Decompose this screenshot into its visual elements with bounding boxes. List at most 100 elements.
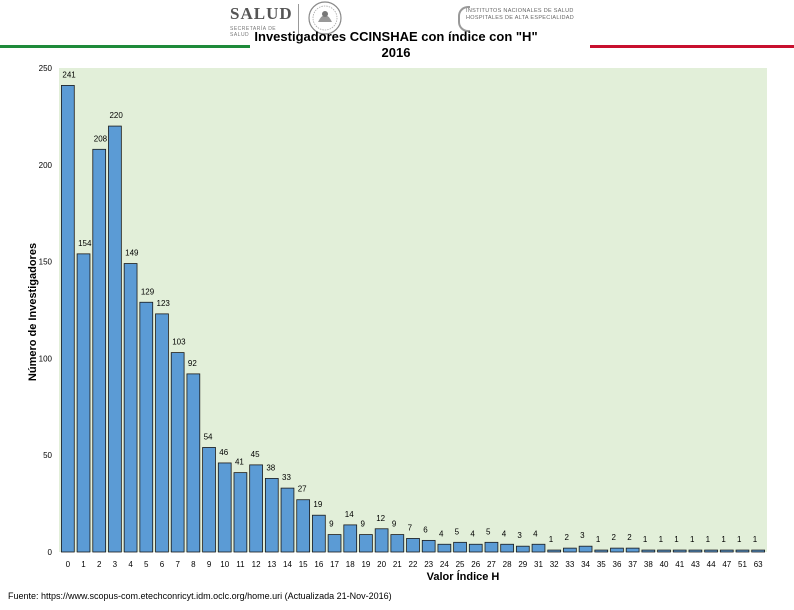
bar — [108, 125, 122, 553]
x-tick-label: 14 — [283, 560, 292, 569]
bar — [61, 85, 75, 553]
x-tick-label: 27 — [487, 560, 496, 569]
bar-value-label: 220 — [109, 111, 123, 120]
bar — [610, 547, 624, 553]
bar-value-label: 2 — [627, 533, 632, 542]
bar-value-label: 4 — [470, 529, 475, 538]
bar-value-label: 154 — [78, 239, 92, 248]
bar — [217, 462, 232, 553]
bar — [374, 528, 389, 553]
bar — [343, 524, 358, 553]
bar — [688, 549, 703, 553]
bar — [547, 549, 562, 553]
bar-value-label: 3 — [517, 531, 522, 540]
bar — [233, 472, 248, 553]
x-tick-label: 26 — [471, 560, 480, 569]
bar-value-label: 123 — [157, 299, 171, 308]
bar-value-label: 129 — [141, 287, 155, 296]
bar-value-label: 1 — [674, 535, 679, 544]
bar-value-label: 54 — [204, 432, 213, 441]
y-tick-label: 150 — [39, 258, 53, 267]
bar-value-label: 1 — [706, 535, 711, 544]
y-axis-label: Número de Investigadores — [27, 243, 39, 381]
x-tick-label: 10 — [220, 560, 229, 569]
bar — [186, 373, 201, 553]
x-tick-label: 33 — [565, 560, 574, 569]
bar — [390, 534, 405, 553]
x-tick-label: 32 — [550, 560, 559, 569]
bar — [249, 464, 263, 553]
x-tick-label: 40 — [660, 560, 669, 569]
y-tick-label: 200 — [39, 161, 53, 170]
bar-value-label: 4 — [502, 529, 507, 538]
x-tick-label: 24 — [440, 560, 449, 569]
bar — [202, 447, 216, 553]
bar-value-label: 3 — [580, 531, 585, 540]
bar — [359, 534, 373, 553]
x-tick-label: 34 — [581, 560, 590, 569]
x-tick-label: 51 — [738, 560, 747, 569]
bar-value-label: 1 — [596, 535, 601, 544]
bar-value-label: 1 — [753, 535, 758, 544]
salud-logo: SALUD SECRETARÍA DE SALUD — [222, 4, 297, 38]
chart-title-line-2: 2016 — [381, 45, 411, 60]
x-tick-label: 16 — [314, 560, 323, 569]
bar — [641, 549, 656, 553]
x-tick-label: 37 — [628, 560, 637, 569]
y-tick-label: 250 — [39, 64, 53, 73]
bar-value-label: 241 — [62, 70, 76, 79]
bar — [155, 313, 169, 553]
x-tick-label: 6 — [160, 560, 165, 569]
x-tick-label: 44 — [707, 560, 716, 569]
x-tick-label: 3 — [113, 560, 118, 569]
bar-value-label: 1 — [721, 535, 726, 544]
bar-value-label: 41 — [235, 458, 244, 467]
x-tick-label: 9 — [207, 560, 212, 569]
x-tick-label: 38 — [644, 560, 653, 569]
bar-value-label: 38 — [266, 463, 275, 472]
bar — [296, 499, 311, 553]
x-tick-label: 20 — [377, 560, 386, 569]
y-tick-label: 50 — [43, 451, 52, 460]
x-tick-label: 7 — [175, 560, 180, 569]
bar-value-label: 45 — [251, 450, 260, 459]
bar — [139, 301, 154, 553]
bar-value-label: 4 — [439, 529, 444, 538]
x-tick-label: 18 — [346, 560, 355, 569]
stripe-red — [590, 45, 794, 48]
x-tick-label: 28 — [503, 560, 512, 569]
x-tick-label: 5 — [144, 560, 149, 569]
bar-value-label: 1 — [690, 535, 695, 544]
bar — [704, 549, 718, 553]
bar-value-label: 1 — [549, 535, 554, 544]
y-tick-label: 0 — [48, 548, 53, 557]
bar-value-label: 2 — [564, 533, 569, 542]
header: SALUD SECRETARÍA DE SALUD INSTITUTOS NAC… — [0, 0, 794, 62]
bar — [500, 543, 514, 553]
x-tick-label: 25 — [456, 560, 465, 569]
x-tick-label: 17 — [330, 560, 339, 569]
x-tick-label: 23 — [424, 560, 433, 569]
x-tick-label: 21 — [393, 560, 402, 569]
bar — [92, 148, 107, 553]
bar-value-label: 9 — [392, 520, 397, 529]
bar — [327, 534, 342, 553]
x-tick-label: 15 — [299, 560, 308, 569]
x-tick-label: 29 — [518, 560, 527, 569]
bar-value-label: 5 — [486, 527, 491, 536]
bar-value-label: 92 — [188, 359, 197, 368]
bar-value-label: 149 — [125, 249, 139, 258]
bar-value-label: 12 — [376, 514, 385, 523]
bar — [264, 478, 279, 553]
bar — [625, 547, 640, 553]
x-tick-label: 35 — [597, 560, 606, 569]
bar-value-label: 4 — [533, 529, 538, 538]
bar-value-label: 5 — [455, 527, 460, 536]
institutos-logo-text: INSTITUTOS NACIONALES DE SALUD HOSPITALE… — [466, 8, 575, 21]
bar — [280, 487, 295, 553]
bar-value-label: 1 — [643, 535, 648, 544]
x-tick-label: 63 — [754, 560, 763, 569]
x-tick-label: 8 — [191, 560, 196, 569]
x-tick-label: 31 — [534, 560, 543, 569]
x-tick-label: 22 — [409, 560, 418, 569]
